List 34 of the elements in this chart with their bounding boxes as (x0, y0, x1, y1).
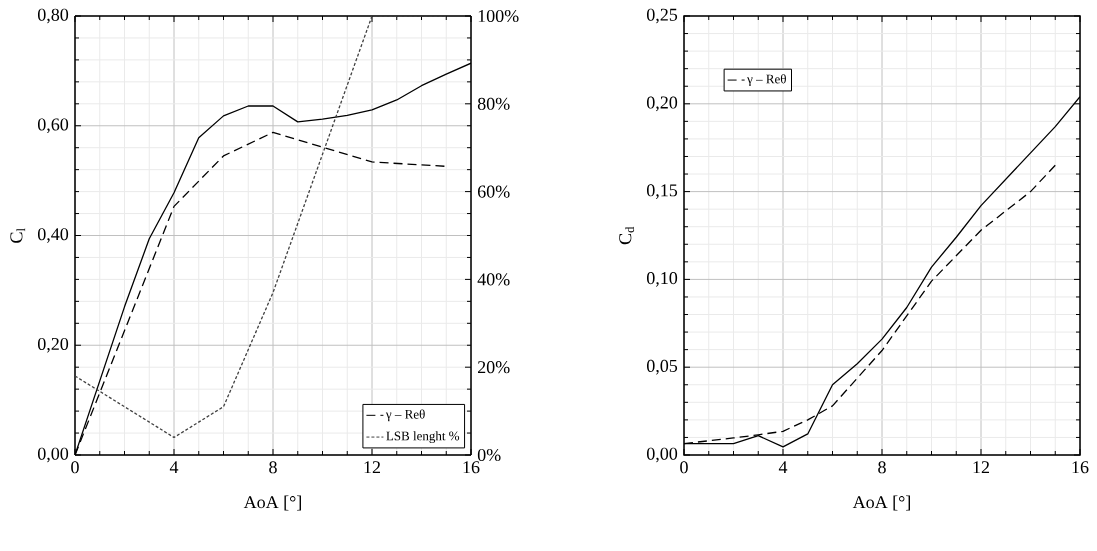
y2-tick-label: 100% (478, 9, 519, 23)
x-tick-label: 0 (71, 461, 79, 474)
legend-label: γ – Reθ (747, 74, 786, 87)
y2-tick-label: 80% (477, 97, 510, 110)
y-tick-label: 0,80 (37, 8, 69, 24)
y-tick-label: 0,10 (647, 272, 678, 287)
y2-tick-label: 40% (477, 273, 510, 286)
y2-tick-label: 20% (478, 361, 510, 374)
x-tick-label: 4 (169, 461, 179, 474)
x-tick-label: 4 (778, 461, 788, 474)
y-tick-label: 0,20 (647, 96, 678, 112)
x-tick-label: 8 (269, 461, 277, 474)
y-tick-label: 0,25 (647, 8, 678, 24)
legend-label: γ – Reθ (385, 409, 425, 422)
x-tick-label: 16 (1072, 461, 1089, 474)
x-axis-title: AoA [°] (243, 495, 301, 511)
x-tick-label: 8 (878, 461, 886, 474)
y-tick-label: 0,05 (647, 359, 678, 375)
y-tick-label: 0,00 (37, 447, 69, 463)
y2-tick-label: 60% (477, 185, 510, 198)
y-tick-label: 0,20 (37, 337, 69, 353)
y-tick-label: 0,00 (647, 447, 678, 463)
y-tick-label: 0,60 (37, 118, 69, 134)
legend-label: LSB lenght % (386, 431, 460, 444)
y-axis-title: C$_{l}$ (10, 228, 26, 243)
x-tick-label: 0 (680, 461, 688, 474)
x-tick-label: 12 (973, 461, 990, 474)
y2-tick-label: 0% (477, 448, 501, 462)
x-tick-label: 12 (364, 461, 380, 474)
y-tick-label: 0,15 (647, 184, 678, 199)
x-axis-title: AoA [°] (852, 495, 910, 511)
y-tick-label: 0,40 (37, 228, 69, 243)
y-axis-title: C$_{d}$ (619, 226, 635, 245)
x-tick-label: 16 (463, 461, 480, 474)
